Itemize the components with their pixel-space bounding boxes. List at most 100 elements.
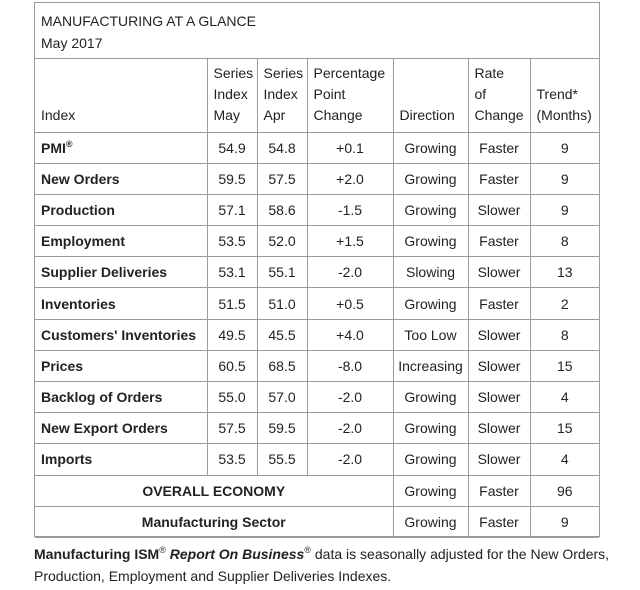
row-apr-value: 55.1 — [256, 256, 308, 289]
row-trend: 8 — [529, 318, 599, 351]
footnote-report-title: Report On Business — [169, 546, 305, 562]
row-may-value: 54.9 — [206, 132, 258, 164]
row-direction: Increasing — [392, 349, 469, 383]
row-apr-value: 57.0 — [256, 380, 308, 414]
row-may-value: 55.0 — [206, 380, 258, 414]
col-header-series-may: Series Index May — [206, 58, 258, 133]
row-apr-value: 55.5 — [256, 443, 308, 476]
row-trend: 15 — [529, 412, 599, 445]
row-apr-value: 59.5 — [256, 412, 308, 445]
row-may-value: 60.5 — [206, 349, 258, 383]
table-row: Inventories 51.5 51.0 +0.5 Growing Faste… — [35, 287, 599, 320]
col-header-pct-change: Percentage Point Change — [306, 58, 394, 133]
row-index-label: PMI® — [35, 132, 208, 164]
row-may-value: 53.1 — [206, 256, 258, 289]
col-header-direction: Direction — [392, 58, 469, 133]
table-title-box: MANUFACTURING AT A GLANCE May 2017 — [35, 3, 599, 59]
row-change-value: +0.1 — [306, 132, 394, 164]
row-change-value: -8.0 — [306, 349, 394, 383]
footnote: Manufacturing ISM® Report On Business® d… — [34, 545, 610, 585]
row-may-value: 57.1 — [206, 193, 258, 227]
row-direction: Growing — [392, 443, 469, 476]
row-rate: Slower — [467, 380, 531, 414]
row-change-value: -2.0 — [306, 443, 394, 476]
table-row: Customers' Inventories 49.5 45.5 +4.0 To… — [35, 318, 599, 351]
table-row: Backlog of Orders 55.0 57.0 -2.0 Growing… — [35, 380, 599, 414]
row-may-value: 59.5 — [206, 162, 258, 195]
summary-rate: Faster — [467, 474, 531, 507]
row-rate: Faster — [467, 162, 531, 195]
row-rate: Faster — [467, 132, 531, 164]
row-rate: Slower — [467, 349, 531, 383]
row-index-label: Supplier Deliveries — [35, 256, 208, 289]
row-change-value: +1.5 — [306, 225, 394, 258]
row-change-value: -2.0 — [306, 380, 394, 414]
col-header-rate: Rate of Change — [467, 58, 531, 133]
col-header-trend: Trend* (Months) — [529, 58, 599, 133]
row-may-value: 57.5 — [206, 412, 258, 445]
row-index-label: Employment — [35, 225, 208, 258]
row-rate: Slower — [467, 443, 531, 476]
summary-label: Manufacturing Sector — [35, 505, 394, 538]
row-trend: 8 — [529, 225, 599, 258]
row-may-value: 49.5 — [206, 318, 258, 351]
row-change-value: -1.5 — [306, 193, 394, 227]
row-index-label: Customers' Inventories — [35, 318, 208, 351]
row-index-label: Production — [35, 193, 208, 227]
table-row: Prices 60.5 68.5 -8.0 Increasing Slower … — [35, 349, 599, 383]
footnote-prefix: Manufacturing ISM — [34, 546, 160, 562]
table-row: PMI® 54.9 54.8 +0.1 Growing Faster 9 — [35, 132, 599, 164]
row-may-value: 53.5 — [206, 443, 258, 476]
row-apr-value: 68.5 — [256, 349, 308, 383]
row-rate: Slower — [467, 412, 531, 445]
row-index-label: Backlog of Orders — [35, 380, 208, 414]
row-direction: Growing — [392, 193, 469, 227]
row-trend: 2 — [529, 287, 599, 320]
table-row: New Export Orders 57.5 59.5 -2.0 Growing… — [35, 412, 599, 445]
summary-direction: Growing — [392, 505, 469, 538]
row-rate: Slower — [467, 193, 531, 227]
summary-trend: 96 — [529, 474, 599, 507]
row-rate: Faster — [467, 287, 531, 320]
row-change-value: +4.0 — [306, 318, 394, 351]
row-direction: Growing — [392, 225, 469, 258]
summary-label: OVERALL ECONOMY — [35, 474, 394, 507]
summary-trend: 9 — [529, 505, 599, 538]
row-trend: 9 — [529, 132, 599, 164]
manufacturing-table-frame: MANUFACTURING AT A GLANCE May 2017 Index… — [34, 2, 600, 538]
col-header-series-apr: Series Index Apr — [256, 58, 308, 133]
row-direction: Growing — [392, 287, 469, 320]
row-direction: Too Low — [392, 318, 469, 351]
table-row: Supplier Deliveries 53.1 55.1 -2.0 Slowi… — [35, 256, 599, 289]
row-apr-value: 58.6 — [256, 193, 308, 227]
row-apr-value: 45.5 — [256, 318, 308, 351]
col-header-index: Index — [35, 58, 208, 133]
summary-row-overall-economy: OVERALL ECONOMY Growing Faster 96 — [35, 474, 599, 507]
row-may-value: 53.5 — [206, 225, 258, 258]
footnote-text: data is seasonally adjusted for the New … — [34, 546, 610, 584]
row-rate: Slower — [467, 256, 531, 289]
table-row: Production 57.1 58.6 -1.5 Growing Slower… — [35, 193, 599, 227]
summary-rate: Faster — [467, 505, 531, 538]
row-direction: Growing — [392, 380, 469, 414]
row-change-value: +2.0 — [306, 162, 394, 195]
row-direction: Growing — [392, 162, 469, 195]
row-index-label: New Orders — [35, 162, 208, 195]
row-apr-value: 57.5 — [256, 162, 308, 195]
row-may-value: 51.5 — [206, 287, 258, 320]
row-index-label: Imports — [35, 443, 208, 476]
row-trend: 9 — [529, 193, 599, 227]
summary-direction: Growing — [392, 474, 469, 507]
row-index-label: Prices — [35, 349, 208, 383]
row-trend: 4 — [529, 380, 599, 414]
row-index-label: New Export Orders — [35, 412, 208, 445]
row-trend: 15 — [529, 349, 599, 383]
row-change-value: +0.5 — [306, 287, 394, 320]
table-title: MANUFACTURING AT A GLANCE — [41, 13, 256, 29]
row-trend: 9 — [529, 162, 599, 195]
row-apr-value: 52.0 — [256, 225, 308, 258]
table-row: Employment 53.5 52.0 +1.5 Growing Faster… — [35, 225, 599, 258]
row-change-value: -2.0 — [306, 412, 394, 445]
table-row: New Orders 59.5 57.5 +2.0 Growing Faster… — [35, 162, 599, 195]
row-trend: 13 — [529, 256, 599, 289]
